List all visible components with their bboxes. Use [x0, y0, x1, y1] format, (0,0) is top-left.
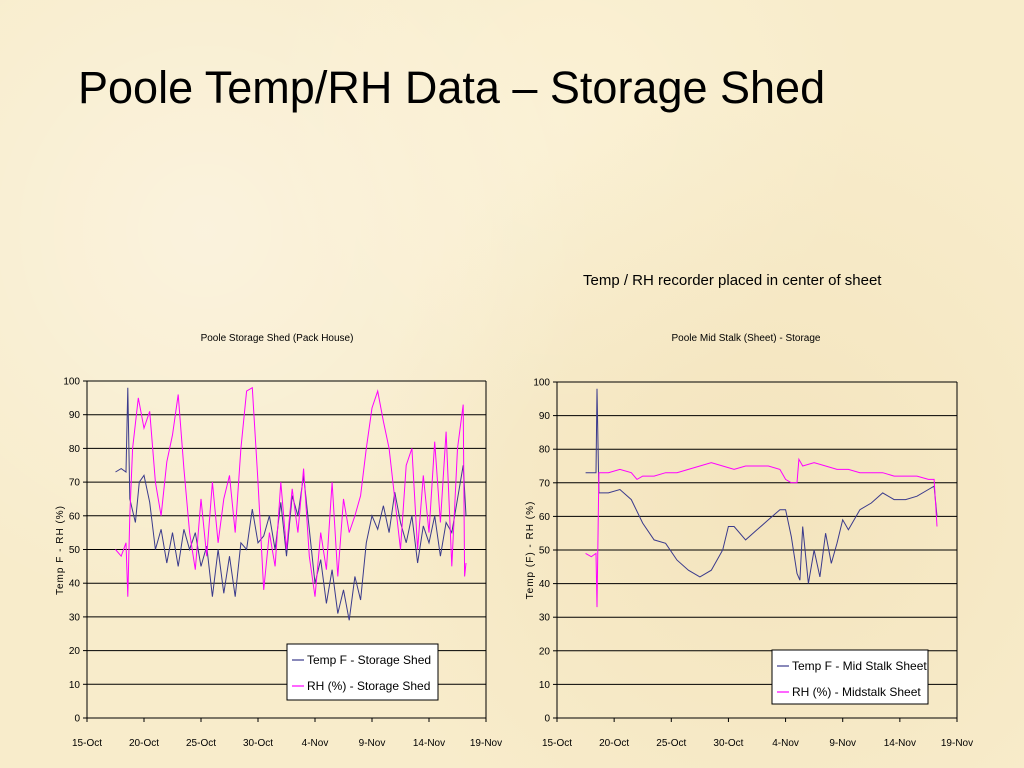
x-tick-label: 25-Oct	[186, 738, 216, 749]
y-tick-label: 80	[539, 445, 551, 456]
y-axis-label: Temp F - RH (%)	[55, 505, 66, 595]
series-line-1	[115, 387, 467, 621]
placement-note: Temp / RH recorder placed in center of s…	[583, 272, 882, 289]
y-tick-label: 20	[539, 646, 551, 657]
y-tick-label: 30	[539, 613, 551, 624]
x-tick-label: 4-Nov	[302, 738, 329, 749]
x-tick-label: 30-Oct	[243, 738, 273, 749]
legend-label: Temp F - Mid Stalk Sheet	[792, 659, 927, 673]
x-tick-label: 9-Nov	[359, 738, 386, 749]
y-tick-label: 40	[69, 579, 81, 590]
x-tick-label: 9-Nov	[829, 738, 856, 749]
y-tick-label: 90	[69, 410, 81, 421]
y-tick-label: 100	[533, 378, 550, 389]
y-tick-label: 70	[69, 478, 81, 489]
legend-box	[771, 649, 929, 705]
x-tick-label: 19-Nov	[470, 738, 502, 749]
y-tick-label: 50	[539, 546, 551, 557]
y-tick-label: 0	[544, 714, 550, 725]
y-tick-label: 90	[539, 411, 551, 422]
chart-title: Poole Mid Stalk (Sheet) - Storage	[672, 333, 821, 344]
y-tick-label: 10	[539, 680, 551, 691]
y-tick-label: 40	[539, 579, 551, 590]
y-tick-label: 60	[539, 512, 551, 523]
series-line-2	[585, 457, 938, 608]
x-tick-label: 20-Oct	[129, 738, 159, 749]
y-tick-label: 60	[69, 511, 81, 522]
x-tick-label: 14-Nov	[413, 738, 445, 749]
y-tick-label: 80	[69, 444, 81, 455]
legend-label: RH (%) - Storage Shed	[307, 679, 430, 693]
y-tick-label: 100	[63, 377, 80, 388]
y-tick-label: 0	[74, 714, 80, 725]
chart-2: Poole Mid Stalk (Sheet) - Storage 0 10 20 30…	[525, 333, 973, 749]
y-tick-label: 10	[69, 680, 81, 691]
y-axis-label: Temp (F) - RH (%)	[525, 501, 536, 600]
legend-label: RH (%) - Midstalk Sheet	[792, 685, 921, 699]
x-tick-label: 20-Oct	[599, 738, 629, 749]
y-tick-label: 70	[539, 478, 551, 489]
y-tick-label: 20	[69, 646, 81, 657]
x-tick-label: 4-Nov	[772, 738, 799, 749]
x-tick-label: 14-Nov	[884, 738, 916, 749]
legend-label: Temp F - Storage Shed	[307, 653, 431, 667]
x-tick-label: 30-Oct	[713, 738, 743, 749]
x-tick-label: 25-Oct	[656, 738, 686, 749]
series-line-1	[585, 388, 938, 584]
series-line-2	[115, 386, 467, 597]
y-tick-label: 50	[69, 545, 81, 556]
chart-1: Poole Storage Shed (Pack House) 0 10 20 30 40…	[55, 333, 502, 749]
slide-title: Poole Temp/RH Data – Storage Shed	[78, 62, 826, 113]
x-tick-label: 15-Oct	[72, 738, 102, 749]
legend-box	[286, 643, 439, 701]
y-tick-label: 30	[69, 612, 81, 623]
x-tick-label: 19-Nov	[941, 738, 973, 749]
chart-title: Poole Storage Shed (Pack House)	[201, 333, 354, 344]
x-tick-label: 15-Oct	[542, 738, 572, 749]
